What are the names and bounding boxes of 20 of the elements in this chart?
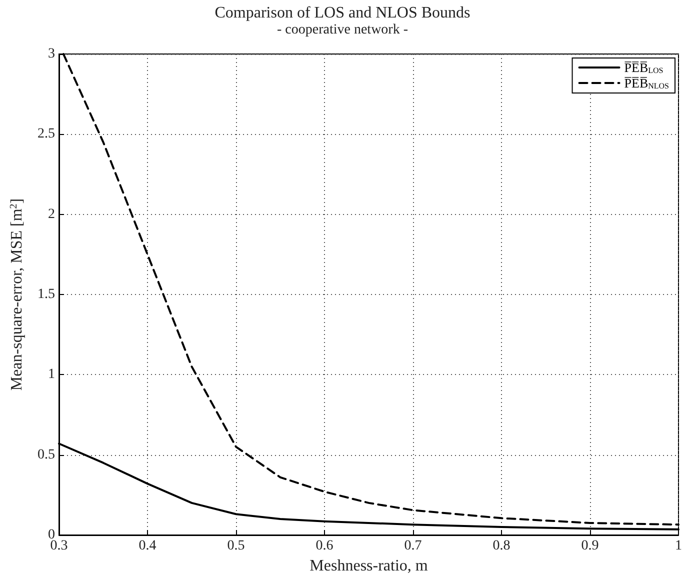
x-axis-title: Meshness-ratio, m <box>310 557 428 574</box>
x-tick-label: 0.9 <box>581 538 599 554</box>
x-tick-label: 1 <box>675 538 682 554</box>
y-tick-label: 2 <box>48 206 55 222</box>
x-tick-label: 0.3 <box>50 538 68 554</box>
x-tick-label: 0.6 <box>316 538 334 554</box>
x-tick-label: 0.8 <box>492 538 510 554</box>
y-tick-label: 3 <box>48 46 55 62</box>
y-tick-label: 1 <box>48 367 55 382</box>
y-tick-label: 2.5 <box>38 126 55 142</box>
legend-label: P̅E̅B̅NLOS <box>624 76 669 90</box>
chart-title: Comparison of LOS and NLOS Bounds <box>214 4 470 22</box>
y-tick-label: 0.5 <box>38 447 55 462</box>
x-tick-label: 0.5 <box>227 538 245 554</box>
y-axis-title: Mean-square-error, MSE [m2] <box>8 198 26 391</box>
chart-subtitle: - cooperative network - <box>277 22 408 38</box>
y-tick-label: 1.5 <box>38 287 55 302</box>
x-tick-label: 0.4 <box>138 538 156 554</box>
x-tick-label: 0.7 <box>404 538 422 554</box>
legend-label: P̅E̅B̅LOS <box>624 60 664 75</box>
